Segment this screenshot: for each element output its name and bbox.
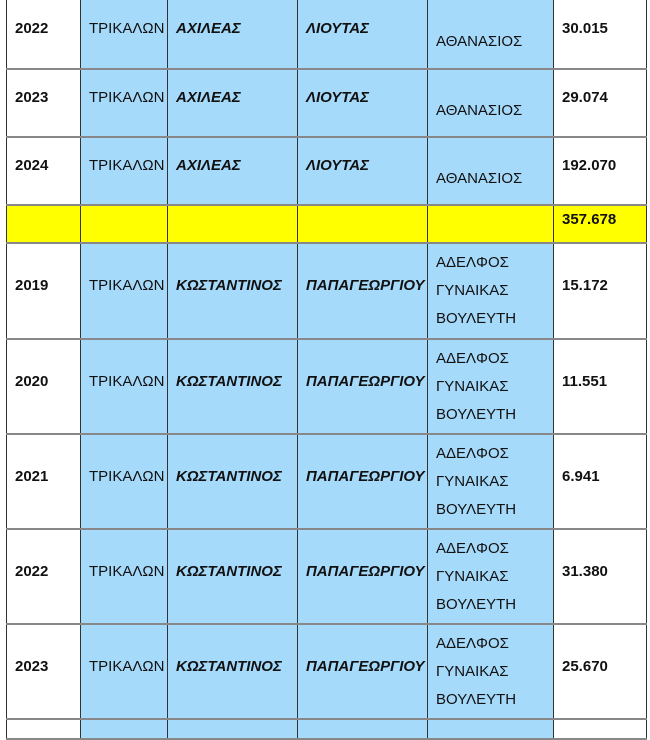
first-name-cell: ΚΩΣΤΑΝΤΙΝΟΣ (167, 338, 298, 435)
amount-cell: 6.941 (553, 433, 647, 530)
relation-cell: ΑΘΑΝΑΣΙΟΣ (427, 136, 554, 206)
region-cell: ΤΡΙΚΑΛΩΝ (80, 623, 168, 720)
relation-cell: ΑΘΑΝΑΣΙΟΣ (427, 68, 554, 138)
table-row: 2022 ΤΡΙΚΑΛΩΝ ΑΧΙΛΕΑΣ ΛΙΟΥΤΑΣ ΑΘΑΝΑΣΙΟΣ 30.01… (6, 0, 647, 70)
table-row: 2022 ΤΡΙΚΑΛΩΝ ΚΩΣΤΑΝΤΙΝΟΣ ΠΑΠΑΓΕΩΡΓΙΟΥ ΑΔΕΛΦ… (6, 528, 647, 625)
last-name-cell: ΛΙΟΥΤΑΣ (297, 0, 428, 70)
year-cell: 2022 (6, 0, 81, 70)
last-name-cell: ΠΑΠΑΓΕΩΡΓΙΟΥ (297, 242, 428, 340)
first-name-cell: ΑΧΙΛΕΑΣ (167, 136, 298, 206)
amount-cell: 30.015 (553, 0, 647, 70)
year-cell: 2019 (6, 242, 81, 340)
last-name-cell: ΠΑΠΑΓΕΩΡΓΙΟΥ (297, 623, 428, 720)
table-row: 2024 ΤΡΙΚΑΛΩΝ ΑΧΙΛΕΑΣ ΛΙΟΥΤΑΣ ΑΘΑΝΑΣΙΟΣ 192.0… (6, 136, 647, 206)
region-cell: ΤΡΙΚΑΛΩΝ (80, 0, 168, 70)
year-cell: 2020 (6, 338, 81, 435)
first-name-cell: ΑΧΙΛΕΑΣ (167, 0, 298, 70)
last-name-cell (297, 204, 428, 244)
table-row: 2023 ΤΡΙΚΑΛΩΝ ΚΩΣΤΑΝΤΙΝΟΣ ΠΑΠΑΓΕΩΡΓΙΟΥ ΑΔΕΛΦ… (6, 623, 647, 720)
amount-cell: 29.074 (553, 68, 647, 138)
region-cell: ΤΡΙΚΑΛΩΝ (80, 242, 168, 340)
relation-cell: ΑΔΕΛΦΟΣ ΓΥΝΑΙΚΑΣ ΒΟΥΛΕΥΤΗ (427, 623, 554, 720)
last-name-cell (297, 718, 428, 740)
last-name-cell: ΛΙΟΥΤΑΣ (297, 68, 428, 138)
region-cell: ΤΡΙΚΑΛΩΝ (80, 338, 168, 435)
first-name-cell (167, 204, 298, 244)
region-cell: ΤΡΙΚΑΛΩΝ (80, 433, 168, 530)
first-name-cell: ΑΧΙΛΕΑΣ (167, 68, 298, 138)
region-cell (80, 204, 168, 244)
relation-cell (427, 204, 554, 244)
region-cell: ΤΡΙΚΑΛΩΝ (80, 68, 168, 138)
year-cell: 2024 (6, 136, 81, 206)
records-table: 2022 ΤΡΙΚΑΛΩΝ ΑΧΙΛΕΑΣ ΛΙΟΥΤΑΣ ΑΘΑΝΑΣΙΟΣ 30.01… (6, 0, 647, 740)
amount-cell: 25.670 (553, 623, 647, 720)
table-row: 2019 ΤΡΙΚΑΛΩΝ ΚΩΣΤΑΝΤΙΝΟΣ ΠΑΠΑΓΕΩΡΓΙΟΥ ΑΔΕΛΦ… (6, 242, 647, 340)
region-cell: ΤΡΙΚΑΛΩΝ (80, 528, 168, 625)
region-cell: ΤΡΙΚΑΛΩΝ (80, 136, 168, 206)
region-cell (80, 718, 168, 740)
year-cell: 2023 (6, 623, 81, 720)
last-name-cell: ΠΑΠΑΓΕΩΡΓΙΟΥ (297, 433, 428, 530)
table-row (6, 718, 647, 740)
amount-cell: 31.380 (553, 528, 647, 625)
table-row: 2023 ΤΡΙΚΑΛΩΝ ΑΧΙΛΕΑΣ ΛΙΟΥΤΑΣ ΑΘΑΝΑΣΙΟΣ 29.07… (6, 68, 647, 138)
first-name-cell: ΚΩΣΤΑΝΤΙΝΟΣ (167, 623, 298, 720)
relation-cell: ΑΔΕΛΦΟΣ ΓΥΝΑΙΚΑΣ ΒΟΥΛΕΥΤΗ (427, 528, 554, 625)
relation-cell: ΑΘΑΝΑΣΙΟΣ (427, 0, 554, 70)
relation-cell: ΑΔΕΛΦΟΣ ΓΥΝΑΙΚΑΣ ΒΟΥΛΕΥΤΗ (427, 338, 554, 435)
amount-cell: 357.678 (553, 204, 647, 244)
relation-cell (427, 718, 554, 740)
first-name-cell (167, 718, 298, 740)
amount-cell: 15.172 (553, 242, 647, 340)
total-row: 357.678 (6, 204, 647, 244)
first-name-cell: ΚΩΣΤΑΝΤΙΝΟΣ (167, 433, 298, 530)
last-name-cell: ΛΙΟΥΤΑΣ (297, 136, 428, 206)
table-row: 2021 ΤΡΙΚΑΛΩΝ ΚΩΣΤΑΝΤΙΝΟΣ ΠΑΠΑΓΕΩΡΓΙΟΥ ΑΔΕΛΦ… (6, 433, 647, 530)
relation-cell: ΑΔΕΛΦΟΣ ΓΥΝΑΙΚΑΣ ΒΟΥΛΕΥΤΗ (427, 433, 554, 530)
year-cell (6, 204, 81, 244)
amount-cell: 11.551 (553, 338, 647, 435)
last-name-cell: ΠΑΠΑΓΕΩΡΓΙΟΥ (297, 338, 428, 435)
year-cell (6, 718, 81, 740)
first-name-cell: ΚΩΣΤΑΝΤΙΝΟΣ (167, 528, 298, 625)
amount-cell (553, 718, 647, 740)
last-name-cell: ΠΑΠΑΓΕΩΡΓΙΟΥ (297, 528, 428, 625)
relation-cell: ΑΔΕΛΦΟΣ ΓΥΝΑΙΚΑΣ ΒΟΥΛΕΥΤΗ (427, 242, 554, 340)
year-cell: 2023 (6, 68, 81, 138)
amount-cell: 192.070 (553, 136, 647, 206)
first-name-cell: ΚΩΣΤΑΝΤΙΝΟΣ (167, 242, 298, 340)
year-cell: 2021 (6, 433, 81, 530)
year-cell: 2022 (6, 528, 81, 625)
table-row: 2020 ΤΡΙΚΑΛΩΝ ΚΩΣΤΑΝΤΙΝΟΣ ΠΑΠΑΓΕΩΡΓΙΟΥ ΑΔΕΛΦ… (6, 338, 647, 435)
